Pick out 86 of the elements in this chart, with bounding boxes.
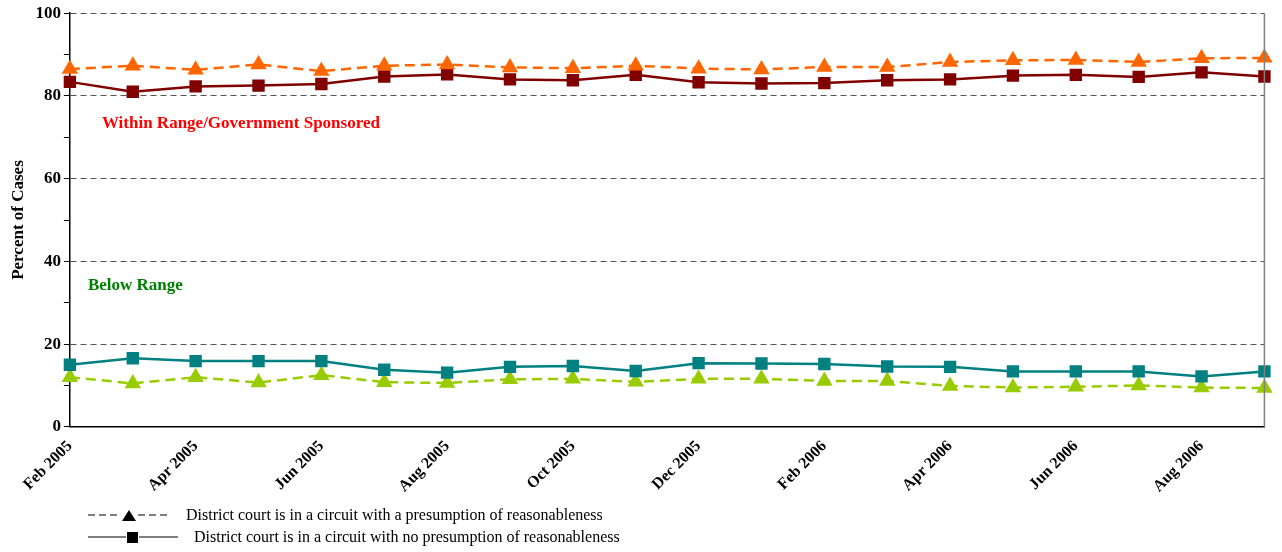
point <box>503 73 517 86</box>
y-tick-label: 100 <box>35 2 61 22</box>
point <box>503 360 517 374</box>
point <box>1132 365 1145 378</box>
y-axis-title: Percent of Cases <box>7 159 27 280</box>
point <box>565 59 581 73</box>
point <box>440 366 454 379</box>
point <box>754 370 769 384</box>
point <box>1006 69 1020 82</box>
point <box>1195 66 1208 79</box>
point <box>1068 378 1084 392</box>
point <box>755 357 768 370</box>
point <box>314 62 329 76</box>
point <box>879 372 895 386</box>
point <box>881 74 894 87</box>
point <box>1006 365 1020 378</box>
point <box>252 354 265 368</box>
point <box>818 76 831 90</box>
point <box>1258 365 1271 378</box>
point <box>817 58 832 72</box>
point <box>1258 70 1271 83</box>
point <box>125 57 141 71</box>
point <box>1069 365 1083 378</box>
y-tick-label: 20 <box>43 333 61 353</box>
text: District court is in a circuit with no presumption of reasonableness <box>194 528 620 546</box>
point <box>629 68 642 82</box>
point <box>189 354 202 368</box>
point <box>879 58 895 72</box>
point <box>314 366 329 380</box>
point <box>692 76 705 89</box>
point <box>1257 49 1272 63</box>
point <box>188 368 203 382</box>
point <box>63 75 77 89</box>
point <box>943 73 957 86</box>
y-tick-label: 0 <box>52 416 61 436</box>
point <box>62 60 78 74</box>
point <box>440 68 454 81</box>
point <box>565 370 581 384</box>
point <box>1131 377 1146 391</box>
point <box>126 85 139 98</box>
point <box>943 360 957 374</box>
point <box>942 377 958 391</box>
point <box>1131 53 1146 67</box>
point <box>817 372 832 386</box>
point <box>126 351 139 365</box>
point <box>628 57 644 71</box>
point <box>629 364 642 378</box>
text: District court is in a circuit with a presumption of reasonableness <box>186 506 603 524</box>
point <box>1005 52 1021 66</box>
point <box>376 57 392 71</box>
point <box>755 77 768 90</box>
point <box>691 60 706 74</box>
point <box>692 356 705 370</box>
y-tick-label: 80 <box>43 85 61 105</box>
point <box>691 370 706 384</box>
point <box>315 77 328 91</box>
annotation: Below Range <box>87 274 184 294</box>
point <box>754 61 769 75</box>
point <box>1195 370 1208 383</box>
point <box>1132 70 1145 84</box>
point <box>378 70 391 83</box>
point <box>378 363 391 376</box>
point <box>439 56 455 70</box>
point <box>251 56 266 70</box>
y-tick-label: 60 <box>43 168 61 188</box>
point <box>252 79 265 92</box>
point <box>942 53 958 67</box>
point <box>818 357 831 371</box>
point <box>566 74 580 87</box>
point <box>502 59 518 73</box>
point <box>1068 51 1084 65</box>
point <box>1257 379 1272 393</box>
point <box>502 371 518 385</box>
point <box>1194 50 1209 64</box>
point <box>189 80 202 93</box>
point <box>566 359 580 373</box>
point <box>1005 379 1021 393</box>
annotation: Within Range/Government Sponsored <box>101 112 381 132</box>
point <box>1069 68 1083 82</box>
point <box>315 354 328 368</box>
point <box>881 360 894 373</box>
point <box>251 374 266 388</box>
point <box>63 358 77 371</box>
y-tick-label: 40 <box>43 250 61 270</box>
point <box>188 61 203 75</box>
point <box>125 375 141 389</box>
